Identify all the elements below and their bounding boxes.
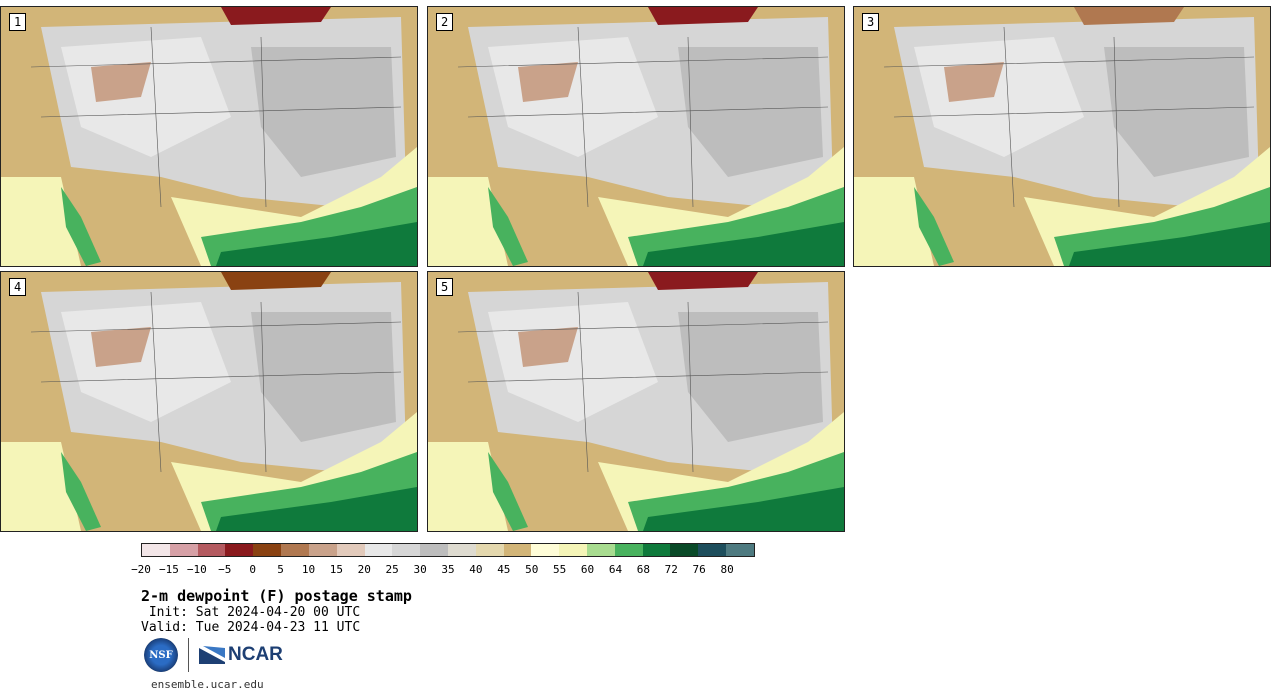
colorbar-swatch: [698, 544, 727, 556]
map-panel-5[interactable]: 5: [427, 271, 845, 532]
member-label: 1: [9, 13, 27, 31]
colorbar-swatch: [364, 544, 393, 556]
logo-row: NSF NCAR: [144, 638, 283, 672]
colorbar-swatch: [392, 544, 421, 556]
colorbar-swatch: [308, 544, 337, 556]
colorbar-swatch: [420, 544, 448, 556]
colorbar-swatch: [531, 544, 560, 556]
colorbar-tick-label: 64: [608, 563, 623, 576]
colorbar-tick-label: 5: [277, 563, 284, 576]
colorbar-tick-label: 0: [249, 563, 256, 576]
colorbar-swatch: [169, 544, 198, 556]
colorbar-tick-label: 76: [692, 563, 706, 576]
dewpoint-map-5: [428, 272, 844, 531]
colorbar-swatch: [447, 544, 476, 556]
colorbar: [141, 543, 755, 557]
colorbar-swatch: [726, 544, 754, 556]
member-label: 2: [436, 13, 454, 31]
dewpoint-map-2: [428, 7, 844, 266]
colorbar-tick-label: 40: [469, 563, 483, 576]
init-time: Init: Sat 2024-04-20 00 UTC: [141, 605, 361, 620]
colorbar-tick-label: 60: [580, 563, 595, 576]
colorbar-tick-label: 80: [720, 563, 734, 576]
colorbar-swatch: [281, 544, 309, 556]
colorbar-swatch: [336, 544, 365, 556]
colorbar-tick-label: 50: [525, 563, 539, 576]
colorbar-tick-label: 45: [497, 563, 511, 576]
dewpoint-map-3: [854, 7, 1270, 266]
map-panel-1[interactable]: 1: [0, 6, 418, 267]
colorbar-swatch: [225, 544, 254, 556]
colorbar-tick-label: 72: [664, 563, 678, 576]
member-label: 5: [436, 278, 454, 296]
map-panel-4[interactable]: 4: [0, 271, 418, 532]
colorbar-tick-label: −10: [186, 563, 207, 576]
colorbar-swatch: [475, 544, 504, 556]
nsf-logo[interactable]: NSF: [144, 638, 178, 672]
colorbar-tick-label: 10: [301, 563, 316, 576]
colorbar-tick-label: −15: [158, 563, 179, 576]
dewpoint-map-1: [1, 7, 417, 266]
colorbar-swatch: [503, 544, 532, 556]
valid-time: Valid: Tue 2024-04-23 11 UTC: [141, 620, 361, 635]
colorbar-tick-label: 68: [636, 563, 650, 576]
member-label: 3: [862, 13, 880, 31]
ncar-logo[interactable]: NCAR: [199, 644, 283, 666]
colorbar-tick-label: −20: [131, 563, 151, 576]
colorbar-swatch: [559, 544, 587, 556]
map-panel-3[interactable]: 3: [853, 6, 1271, 267]
colorbar-tick-label: 55: [553, 563, 567, 576]
logo-divider: [188, 638, 189, 672]
colorbar-swatch: [614, 544, 643, 556]
site-link[interactable]: ensemble.ucar.edu: [151, 678, 264, 691]
dewpoint-map-4: [1, 272, 417, 531]
colorbar-swatch: [642, 544, 671, 556]
colorbar-swatch: [670, 544, 699, 556]
colorbar-tick-label: 20: [357, 563, 371, 576]
colorbar-swatch: [197, 544, 226, 556]
ncar-mark-icon: [199, 646, 225, 664]
member-label: 4: [9, 278, 27, 296]
colorbar-swatch: [253, 544, 282, 556]
colorbar-ticks: −20 −15 −10 −5 0 5 10 15 20 25 30 35 40 45 50 55 60 64 68 7…: [131, 563, 755, 577]
colorbar-tick-label: 35: [441, 563, 455, 576]
colorbar-tick-label: 25: [385, 563, 399, 576]
page-title: 2-m dewpoint (F) postage stamp: [141, 587, 412, 605]
colorbar-swatch: [142, 544, 170, 556]
colorbar-swatch: [587, 544, 615, 556]
colorbar-tick-label: 15: [329, 563, 343, 576]
colorbar-tick-label: 30: [413, 563, 427, 576]
map-panel-2[interactable]: 2: [427, 6, 845, 267]
colorbar-tick-label: −5: [218, 563, 232, 576]
